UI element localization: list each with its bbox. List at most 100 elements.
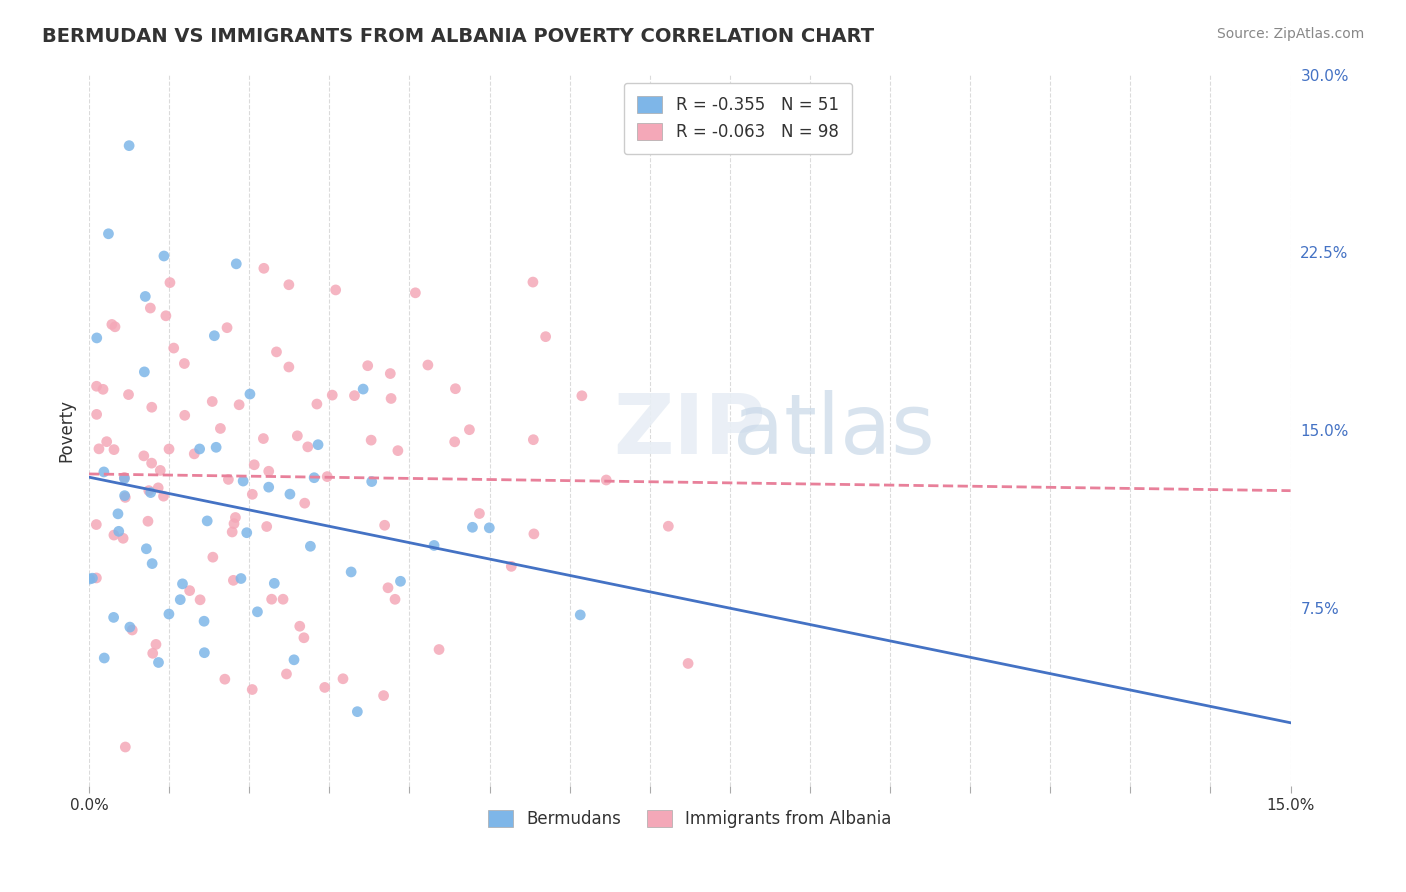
- Point: [314, 681, 336, 695]
- Point: [260, 592, 283, 607]
- Point: [225, 257, 247, 271]
- Point: [240, 682, 263, 697]
- Point: [145, 637, 167, 651]
- Point: [163, 341, 186, 355]
- Point: [159, 276, 181, 290]
- Point: [316, 469, 339, 483]
- Point: [266, 345, 288, 359]
- Point: [389, 574, 412, 589]
- Point: [103, 528, 125, 542]
- Point: [93, 651, 115, 665]
- Text: ZIP: ZIP: [613, 390, 766, 471]
- Point: [416, 358, 439, 372]
- Point: [87, 442, 110, 456]
- Point: [501, 559, 523, 574]
- Point: [112, 531, 135, 545]
- Point: [155, 309, 177, 323]
- Point: [240, 487, 263, 501]
- Point: [107, 524, 129, 539]
- Point: [256, 519, 278, 533]
- Point: [522, 275, 544, 289]
- Point: [214, 672, 236, 686]
- Point: [188, 442, 211, 456]
- Point: [243, 458, 266, 472]
- Point: [114, 491, 136, 505]
- Point: [215, 320, 238, 334]
- Point: [263, 576, 285, 591]
- Point: [277, 277, 299, 292]
- Point: [201, 550, 224, 565]
- Point: [141, 456, 163, 470]
- Point: [374, 518, 396, 533]
- Point: [478, 521, 501, 535]
- Point: [352, 382, 374, 396]
- Point: [183, 447, 205, 461]
- Point: [676, 657, 699, 671]
- Text: BERMUDAN VS IMMIGRANTS FROM ALBANIA POVERTY CORRELATION CHART: BERMUDAN VS IMMIGRANTS FROM ALBANIA POVE…: [42, 27, 875, 45]
- Point: [103, 610, 125, 624]
- Point: [96, 434, 118, 449]
- Point: [195, 514, 218, 528]
- Point: [141, 557, 163, 571]
- Point: [82, 571, 104, 585]
- Point: [157, 607, 180, 621]
- Point: [103, 442, 125, 457]
- Point: [139, 485, 162, 500]
- Point: [271, 592, 294, 607]
- Point: [193, 614, 215, 628]
- Point: [188, 592, 211, 607]
- Point: [121, 623, 143, 637]
- Point: [228, 398, 250, 412]
- Point: [522, 433, 544, 447]
- Point: [239, 387, 262, 401]
- Point: [235, 525, 257, 540]
- Point: [157, 442, 180, 456]
- Point: [321, 388, 343, 402]
- Point: [294, 496, 316, 510]
- Point: [387, 443, 409, 458]
- Point: [357, 359, 380, 373]
- Point: [380, 367, 402, 381]
- Point: [325, 283, 347, 297]
- Point: [443, 434, 465, 449]
- Point: [257, 464, 280, 478]
- Point: [222, 574, 245, 588]
- Point: [302, 471, 325, 485]
- Legend: Bermudans, Immigrants from Albania: Bermudans, Immigrants from Albania: [482, 803, 898, 834]
- Point: [292, 631, 315, 645]
- Point: [253, 261, 276, 276]
- Point: [118, 620, 141, 634]
- Point: [468, 507, 491, 521]
- Y-axis label: Poverty: Poverty: [58, 399, 75, 462]
- Point: [114, 489, 136, 503]
- Point: [458, 423, 481, 437]
- Point: [461, 520, 484, 534]
- Point: [91, 382, 114, 396]
- Point: [377, 581, 399, 595]
- Text: atlas: atlas: [733, 390, 935, 471]
- Point: [148, 656, 170, 670]
- Point: [343, 389, 366, 403]
- Point: [86, 408, 108, 422]
- Point: [149, 463, 172, 477]
- Point: [179, 583, 201, 598]
- Point: [135, 541, 157, 556]
- Point: [97, 227, 120, 241]
- Point: [595, 473, 617, 487]
- Point: [141, 401, 163, 415]
- Point: [134, 365, 156, 379]
- Point: [346, 705, 368, 719]
- Point: [380, 392, 402, 406]
- Point: [153, 249, 176, 263]
- Point: [205, 440, 228, 454]
- Point: [332, 672, 354, 686]
- Point: [423, 538, 446, 552]
- Point: [252, 432, 274, 446]
- Point: [246, 605, 269, 619]
- Point: [384, 592, 406, 607]
- Point: [305, 397, 328, 411]
- Point: [534, 329, 557, 343]
- Point: [79, 572, 101, 586]
- Point: [202, 328, 225, 343]
- Point: [112, 471, 135, 485]
